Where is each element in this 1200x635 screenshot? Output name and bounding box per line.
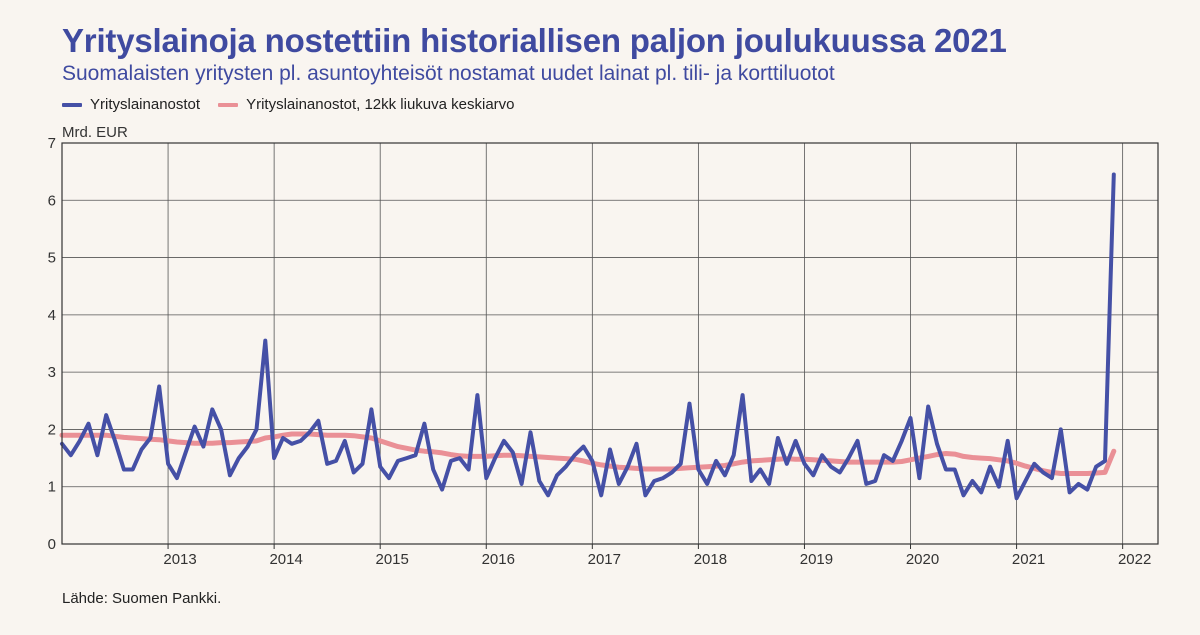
x-tick-label: 2014 [269,551,302,568]
x-tick-label: 2015 [376,551,409,568]
x-tick-label: 2013 [163,551,196,568]
x-tick-label: 2021 [1012,551,1045,568]
y-axis-label: Mrd. EUR [62,124,128,141]
x-tick-label: 2016 [482,551,515,568]
y-tick-label: 6 [48,192,56,209]
y-tick-label: 5 [48,250,56,267]
series-lines [62,175,1114,499]
x-tick-label: 2019 [800,551,833,568]
x-tick-label: 2017 [588,551,621,568]
x-tick-label: 2018 [694,551,727,568]
source-note: Lähde: Suomen Pankki. [62,590,221,607]
y-tick-label: 3 [48,364,56,381]
y-tick-label: 2 [48,421,56,438]
grid-lines [62,143,1158,544]
x-tick-label: 2020 [906,551,939,568]
y-tick-label: 4 [48,307,56,324]
plot-frame [62,143,1158,544]
y-tick-label: 1 [48,479,56,496]
y-tick-label: 7 [48,135,56,152]
x-tick-label: 2022 [1118,551,1151,568]
y-tick-label: 0 [48,536,56,553]
series-line-1 [62,175,1114,499]
